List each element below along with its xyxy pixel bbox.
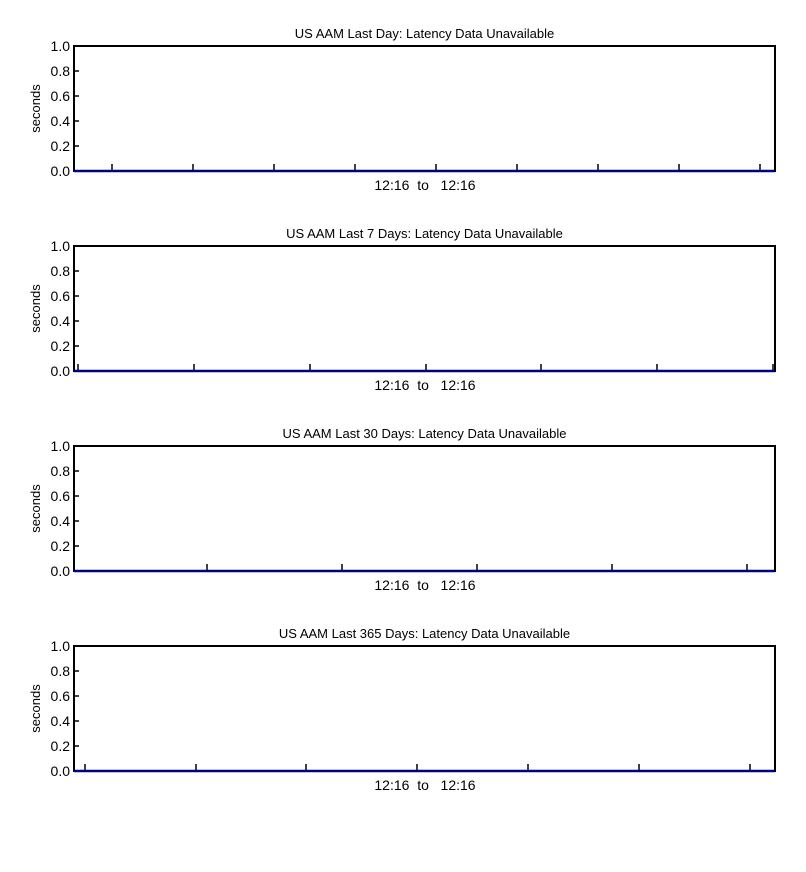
- y-tick-label: 1.0: [51, 238, 71, 254]
- y-tick-label: 0.2: [51, 738, 71, 754]
- y-tick-label: 1.0: [51, 638, 71, 654]
- plot-frame: [73, 245, 776, 372]
- chart-panel: US AAM Last 365 Days: Latency Data Unava…: [28, 626, 776, 793]
- y-tick-label: 0.4: [51, 313, 71, 329]
- y-tick-label: 0.8: [51, 263, 71, 279]
- x-range-label: 12:16 to 12:16: [374, 177, 475, 193]
- y-tick-label: 0.6: [51, 688, 71, 704]
- y-tick-label: 0.2: [51, 538, 71, 554]
- plot-frame: [73, 45, 776, 172]
- plot-frame: [73, 445, 776, 572]
- y-tick-label: 1.0: [51, 438, 71, 454]
- y-tick-label: 0.6: [51, 88, 71, 104]
- y-tick-label: 1.0: [51, 38, 71, 54]
- y-axis-label: seconds: [28, 284, 43, 333]
- y-tick-label: 0.4: [51, 713, 71, 729]
- chart-title: US AAM Last 7 Days: Latency Data Unavail…: [286, 226, 563, 241]
- y-tick-label: 0.6: [51, 488, 71, 504]
- chart-panel: US AAM Last 7 Days: Latency Data Unavail…: [28, 226, 776, 393]
- y-tick-label: 0.0: [51, 163, 71, 179]
- y-tick-label: 0.2: [51, 338, 71, 354]
- y-tick-label: 0.0: [51, 563, 71, 579]
- chart-title: US AAM Last 365 Days: Latency Data Unava…: [279, 626, 570, 641]
- y-tick-label: 0.8: [51, 663, 71, 679]
- y-tick-label: 0.0: [51, 363, 71, 379]
- x-range-label: 12:16 to 12:16: [374, 777, 475, 793]
- chart-title: US AAM Last Day: Latency Data Unavailabl…: [295, 26, 554, 41]
- plot-frame: [73, 645, 776, 772]
- y-tick-label: 0.8: [51, 463, 71, 479]
- y-tick-label: 0.8: [51, 63, 71, 79]
- chart-panel: US AAM Last 30 Days: Latency Data Unavai…: [28, 426, 776, 593]
- y-axis-label: seconds: [28, 484, 43, 533]
- y-tick-label: 0.4: [51, 113, 71, 129]
- y-tick-label: 0.6: [51, 288, 71, 304]
- x-range-label: 12:16 to 12:16: [374, 577, 475, 593]
- y-tick-label: 0.0: [51, 763, 71, 779]
- x-range-label: 12:16 to 12:16: [374, 377, 475, 393]
- y-tick-label: 0.4: [51, 513, 71, 529]
- chart-title: US AAM Last 30 Days: Latency Data Unavai…: [283, 426, 567, 441]
- y-tick-label: 0.2: [51, 138, 71, 154]
- y-axis-label: seconds: [28, 84, 43, 133]
- y-axis-label: seconds: [28, 684, 43, 733]
- chart-panel: US AAM Last Day: Latency Data Unavailabl…: [28, 26, 776, 193]
